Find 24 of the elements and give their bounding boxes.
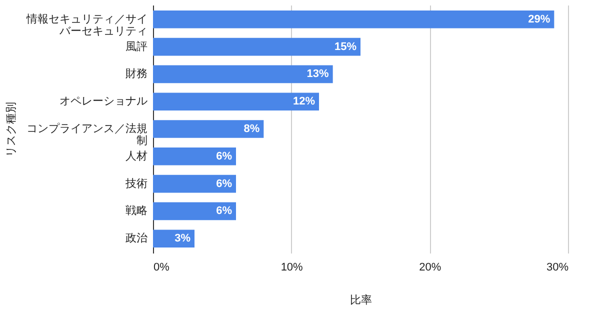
y-tick-label: 政治	[126, 232, 148, 245]
data-label: 12%	[292, 96, 316, 108]
x-tick-label: 20%	[419, 262, 442, 274]
data-label: 6%	[216, 205, 232, 218]
y-tick-label: コンプライアンス／法規制	[26, 122, 148, 147]
x-tick-label: 10%	[280, 262, 304, 274]
y-tick-label: 財務	[126, 68, 148, 80]
data-label: 6%	[216, 150, 232, 162]
data-label: 15%	[334, 40, 357, 53]
y-tick-label: 風評	[126, 40, 148, 53]
y-tick-label: オペレーショナル	[60, 96, 148, 108]
y-tick-label: 情報セキュリティ／サイバーセキュリティ	[26, 12, 148, 38]
x-axis-title: 比率	[350, 294, 372, 306]
y-axis-title: リスク種別	[6, 102, 18, 157]
x-tick-label: 30%	[546, 262, 569, 274]
y-tick-label: 技術	[124, 178, 148, 190]
data-label: 29%	[528, 13, 550, 26]
data-label: 6%	[216, 178, 232, 190]
x-tick-label: 0%	[154, 262, 170, 274]
data-label: 8%	[244, 123, 260, 135]
y-tick-label: 戦略	[126, 204, 148, 218]
data-label: 13%	[306, 68, 330, 80]
y-tick-label: 人材	[126, 149, 148, 162]
data-label: 3%	[174, 232, 191, 245]
